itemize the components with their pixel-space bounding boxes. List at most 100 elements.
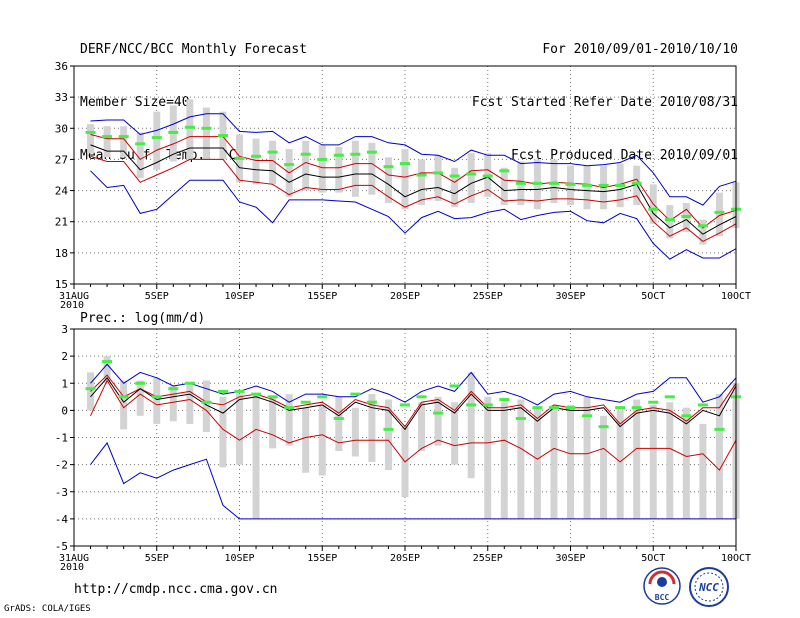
prec-panel-title: Prec.: log(mm/d) xyxy=(80,311,205,326)
temp-spread-box xyxy=(87,124,95,154)
temp-observed-marker xyxy=(151,136,162,140)
temp-spread-box xyxy=(269,140,277,185)
prec-spread-box xyxy=(368,394,376,462)
prec-observed-marker xyxy=(350,392,361,396)
grads-credit: GrADS: COLA/IGES xyxy=(4,604,91,614)
prec-spread-box xyxy=(616,410,624,519)
prec-observed-marker xyxy=(416,395,427,399)
prec-spread-box xyxy=(219,396,227,468)
prec-observed-marker xyxy=(582,414,593,418)
started-refer-date-label: Fcst Started Refer Date 2010/08/31 xyxy=(471,95,738,110)
prec-observed-marker xyxy=(681,414,692,418)
prec-observed-marker xyxy=(317,395,328,399)
prec-spread-box xyxy=(351,407,359,457)
temp-spread-box xyxy=(666,205,674,239)
prec-observed-marker xyxy=(333,417,344,421)
prec-observed-marker xyxy=(482,403,493,407)
prec-line-min xyxy=(90,441,736,520)
prec-observed-marker xyxy=(548,406,559,410)
prec-observed-marker xyxy=(217,389,228,393)
temp-xtick-year: 2010 xyxy=(60,300,84,311)
temp-spread-box xyxy=(335,146,343,193)
prec-spread-box xyxy=(136,380,144,416)
prec-spread-box xyxy=(202,380,210,433)
prec-spread-box xyxy=(715,394,723,519)
temp-observed-marker xyxy=(615,183,626,187)
temp-line-mean xyxy=(90,144,737,235)
temp-xtick-label: 20SEP xyxy=(390,291,420,302)
prec-observed-marker xyxy=(631,406,642,410)
prec-observed-marker xyxy=(184,381,195,385)
temp-observed-marker xyxy=(234,156,245,160)
prec-spread-box xyxy=(517,399,525,519)
prec-observed-marker xyxy=(168,387,179,391)
prec-observed-marker xyxy=(515,417,526,421)
temp-spread-box xyxy=(633,165,641,206)
prec-observed-marker xyxy=(300,400,311,404)
temp-spread-box xyxy=(418,159,426,206)
temp-observed-marker xyxy=(366,150,377,154)
temp-observed-marker xyxy=(118,135,129,139)
prec-observed-marker xyxy=(598,425,609,429)
temp-observed-marker xyxy=(267,150,278,154)
prec-observed-marker xyxy=(284,406,295,410)
temp-observed-marker xyxy=(714,210,725,214)
temp-observed-marker xyxy=(184,125,195,129)
temp-observed-marker xyxy=(466,172,477,176)
prec-spread-box xyxy=(583,396,591,519)
prec-observed-marker xyxy=(118,395,129,399)
temp-spread-box xyxy=(500,167,508,206)
prec-spread-box xyxy=(567,404,574,519)
prec-xtick-label: 20SEP xyxy=(390,553,420,564)
temp-observed-marker xyxy=(350,152,361,156)
temp-spread-box xyxy=(451,167,459,208)
prec-line-mean xyxy=(90,376,737,431)
temp-ytick-label: 15 xyxy=(55,278,68,291)
prec-observed-marker xyxy=(615,406,626,410)
temp-spread-box xyxy=(384,157,392,204)
prec-spread-box xyxy=(484,396,492,519)
bcc-logo-dot xyxy=(657,577,667,587)
prec-xtick-label: 5SEP xyxy=(145,553,169,564)
prec-observed-marker xyxy=(664,395,675,399)
prec-spread-box xyxy=(633,399,641,519)
prec-spread-box xyxy=(451,402,459,465)
temp-observed-marker xyxy=(631,181,642,185)
prec-observed-marker xyxy=(251,392,262,396)
prec-spread-box xyxy=(649,404,657,519)
prec-spread-box xyxy=(699,423,707,519)
prec-spread-box xyxy=(550,404,558,519)
prec-spread-box xyxy=(434,396,442,446)
temp-spread-box xyxy=(351,140,359,197)
prec-observed-marker xyxy=(565,406,576,410)
temp-spread-box xyxy=(302,140,310,191)
prec-ytick-label: 0 xyxy=(61,404,68,417)
prec-ytick-label: -3 xyxy=(55,486,68,499)
temp-ytick-label: 24 xyxy=(55,185,69,198)
prec-observed-marker xyxy=(499,398,510,402)
prec-spread-box xyxy=(533,407,541,519)
temp-spread-box xyxy=(202,107,210,160)
temp-observed-marker xyxy=(85,130,96,134)
temp-ytick-label: 21 xyxy=(55,216,68,229)
source-url[interactable]: http://cmdp.ncc.cma.gov.cn xyxy=(74,582,278,597)
temp-spread-box xyxy=(467,153,475,204)
temp-observed-marker xyxy=(664,218,675,222)
prec-observed-marker xyxy=(449,384,460,388)
temp-observed-marker xyxy=(449,174,460,178)
temp-spread-box xyxy=(583,165,591,210)
temp-observed-marker xyxy=(333,153,344,157)
prec-spread-box xyxy=(285,394,293,446)
prec-observed-marker xyxy=(102,360,113,364)
temp-observed-marker xyxy=(499,169,510,173)
prec-spread-box xyxy=(384,399,392,471)
prec-xtick-label: 25SEP xyxy=(473,553,503,564)
temp-observed-marker xyxy=(582,183,593,187)
prec-spread-box xyxy=(467,372,475,479)
temp-ytick-label: 36 xyxy=(55,60,68,73)
ncc-logo-text: NCC xyxy=(698,581,719,594)
prec-ytick-label: -2 xyxy=(55,459,68,472)
prec-line-max xyxy=(90,363,737,406)
temp-spread-box xyxy=(699,219,707,245)
